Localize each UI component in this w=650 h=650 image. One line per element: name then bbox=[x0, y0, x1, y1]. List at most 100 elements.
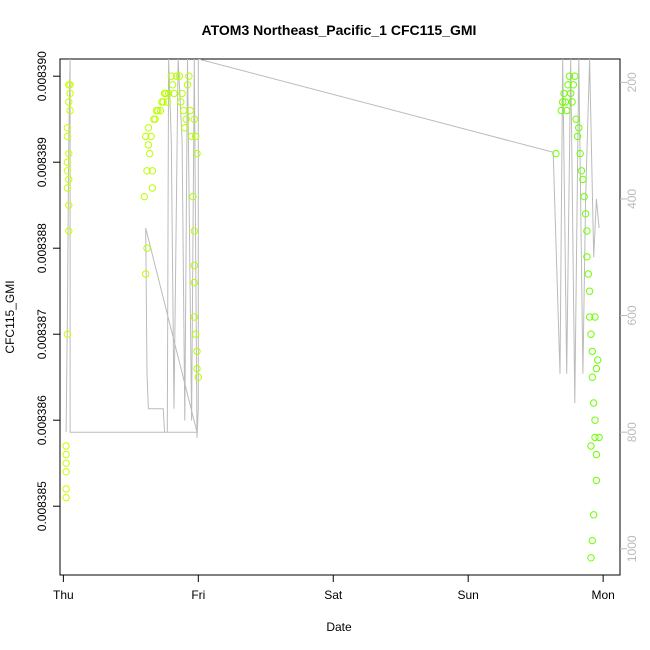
data-point bbox=[584, 270, 592, 278]
data-point bbox=[190, 278, 199, 287]
data-point bbox=[594, 356, 602, 364]
data-point bbox=[583, 227, 591, 235]
data-point bbox=[591, 416, 599, 424]
data-point bbox=[576, 149, 584, 158]
data-point bbox=[569, 81, 578, 89]
y-axis: 0.008385 0.008386 0.008387 0.008388 0.008389… bbox=[35, 51, 60, 531]
y-tick-label: 0.008385 bbox=[35, 481, 49, 531]
y-tick-label: 0.008387 bbox=[35, 309, 49, 359]
data-point bbox=[583, 253, 591, 261]
data-point bbox=[163, 98, 172, 106]
data-point bbox=[567, 89, 575, 98]
data-point bbox=[559, 98, 567, 106]
data-point bbox=[182, 115, 190, 123]
data-point bbox=[190, 261, 199, 270]
data-point bbox=[573, 132, 582, 141]
data-point bbox=[591, 313, 599, 321]
data-point bbox=[66, 106, 74, 115]
point-series bbox=[62, 72, 603, 562]
y-axis-title: CFC115_GMI bbox=[3, 280, 17, 353]
data-point bbox=[592, 364, 601, 373]
data-point bbox=[552, 149, 560, 158]
data-point bbox=[170, 89, 178, 98]
data-point bbox=[62, 485, 70, 493]
y-tick-label: 0.008388 bbox=[35, 223, 49, 273]
data-point bbox=[183, 81, 192, 89]
data-point bbox=[140, 192, 149, 201]
data-point bbox=[178, 89, 186, 98]
data-point bbox=[571, 72, 579, 80]
data-point bbox=[148, 184, 157, 192]
data-point bbox=[577, 167, 586, 175]
data-point bbox=[154, 106, 162, 115]
data-point bbox=[151, 115, 159, 123]
data-point bbox=[142, 270, 150, 278]
data-point bbox=[588, 373, 596, 381]
data-point bbox=[581, 210, 590, 218]
data-point bbox=[185, 72, 193, 80]
data-point bbox=[144, 141, 153, 149]
data-point bbox=[146, 149, 154, 158]
x-tick-label: Fri bbox=[191, 588, 205, 602]
data-point bbox=[63, 158, 72, 166]
data-point bbox=[568, 98, 576, 106]
data-point bbox=[595, 433, 603, 442]
data-point bbox=[590, 511, 598, 519]
data-point bbox=[585, 287, 594, 295]
data-point bbox=[143, 167, 151, 175]
data-point bbox=[588, 347, 596, 356]
data-point bbox=[66, 81, 74, 89]
data-point bbox=[587, 442, 595, 450]
chart-title: ATOM3 Northeast_Pacific_1 CFC115_GMI bbox=[202, 22, 477, 38]
data-point bbox=[62, 450, 70, 459]
data-point bbox=[147, 132, 155, 141]
x-axis-title: Date bbox=[326, 620, 352, 634]
data-point bbox=[194, 373, 203, 381]
data-point bbox=[63, 330, 72, 338]
data-point bbox=[187, 132, 196, 141]
data-point bbox=[557, 106, 565, 115]
data-point bbox=[592, 476, 601, 485]
data-point bbox=[186, 106, 194, 115]
x-tick-label: Sat bbox=[324, 588, 343, 602]
data-point bbox=[193, 347, 201, 356]
data-point bbox=[575, 124, 583, 132]
y2-axis: 200 400 600 800 1000 bbox=[620, 72, 639, 562]
data-point bbox=[167, 72, 176, 80]
data-point bbox=[564, 81, 572, 89]
data-point bbox=[190, 115, 199, 123]
data-point bbox=[190, 313, 199, 321]
data-point bbox=[181, 124, 189, 132]
data-point bbox=[175, 72, 184, 80]
y-tick-label: 0.008386 bbox=[35, 395, 49, 445]
data-point bbox=[587, 554, 595, 562]
data-point bbox=[63, 184, 72, 192]
x-axis: Thu Fri Sat Sun Mon bbox=[53, 574, 615, 602]
y-tick-label: 0.008390 bbox=[35, 51, 49, 101]
data-point bbox=[65, 227, 73, 235]
data-point bbox=[177, 98, 185, 106]
y2-tick-label: 400 bbox=[625, 189, 639, 209]
data-point bbox=[587, 330, 595, 338]
data-point bbox=[65, 201, 73, 209]
data-point bbox=[65, 98, 73, 106]
data-point bbox=[591, 433, 599, 442]
data-point bbox=[159, 98, 167, 106]
data-point bbox=[164, 89, 173, 98]
line-series bbox=[65, 59, 600, 439]
y2-tick-label: 800 bbox=[625, 422, 639, 442]
data-point bbox=[65, 149, 73, 158]
data-point bbox=[190, 227, 199, 235]
y2-tick-label: 200 bbox=[625, 72, 639, 92]
data-point bbox=[592, 450, 601, 459]
data-point bbox=[62, 459, 70, 467]
data-point bbox=[169, 81, 177, 89]
data-point bbox=[572, 115, 580, 123]
data-point bbox=[143, 244, 151, 252]
data-point bbox=[580, 192, 588, 201]
data-point bbox=[162, 89, 170, 98]
data-point bbox=[62, 493, 70, 502]
data-point bbox=[565, 72, 574, 80]
